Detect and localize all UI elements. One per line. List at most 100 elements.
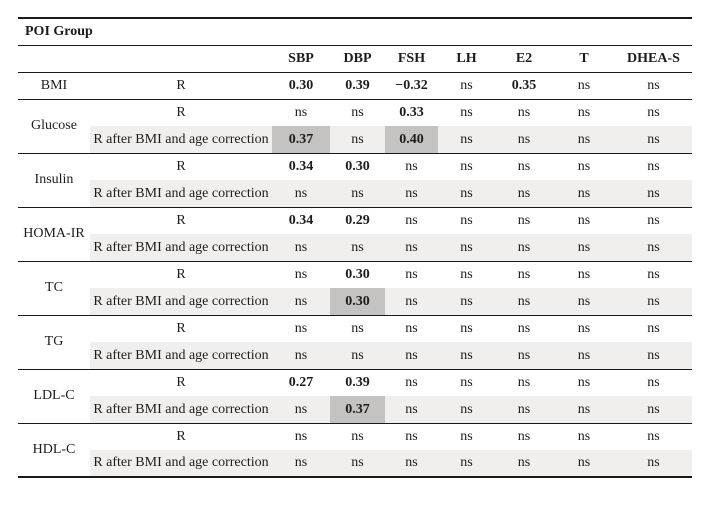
- row-sublabel: R: [176, 105, 186, 121]
- table-row: R after BMI and age correction ns ns ns ns ns…: [18, 342, 692, 370]
- row-group-label: HOMA-IR: [18, 207, 90, 262]
- column-header-t: T: [553, 45, 615, 73]
- row-sublabel: R: [176, 429, 186, 445]
- value-cell-e2: ns: [517, 267, 531, 283]
- value-cell-fsh: ns: [385, 450, 438, 478]
- value-cell-t: ns: [577, 105, 591, 121]
- column-header-dbp: DBP: [330, 45, 385, 73]
- column-header-e2: E2: [495, 45, 553, 73]
- value-cell-dbp: ns: [330, 126, 385, 154]
- value-cell-dbp: 0.29: [345, 213, 370, 229]
- value-cell-fsh: 0.33: [399, 105, 424, 121]
- row-group-label: Glucose: [18, 99, 90, 154]
- row-sublabel: R: [176, 213, 186, 229]
- table-group-title-row: POI Group: [18, 18, 692, 46]
- value-cell-e2: ns: [517, 159, 531, 175]
- value-cell-fsh: −0.32: [385, 72, 438, 100]
- value-cell-sbp: ns: [294, 105, 308, 121]
- value-cell-lh: ns: [460, 375, 473, 391]
- value-cell-dhea-s: ns: [647, 321, 660, 337]
- value-cell-lh: ns: [438, 450, 495, 478]
- value-cell-fsh: 0.40: [385, 126, 438, 154]
- value-cell-lh: ns: [438, 288, 495, 316]
- table-row: R after BMI and age correction ns ns ns ns ns…: [18, 234, 692, 262]
- table-row: BMI R 0.30 0.39 −0.32 ns 0.35 ns ns: [18, 72, 692, 100]
- row-sublabel: R after BMI and age correction: [90, 126, 272, 154]
- value-cell-lh: ns: [438, 396, 495, 424]
- row-group-label: BMI: [18, 72, 90, 100]
- value-cell-e2: ns: [495, 342, 553, 370]
- value-cell-lh: ns: [438, 180, 495, 208]
- value-cell-sbp: 0.30: [272, 72, 330, 100]
- value-cell-e2: ns: [495, 126, 553, 154]
- row-sublabel: R after BMI and age correction: [90, 396, 272, 424]
- value-cell-e2: ns: [517, 375, 531, 391]
- value-cell-t: ns: [553, 180, 615, 208]
- header-sublabel-spacer: [90, 45, 272, 73]
- value-cell-sbp: ns: [272, 450, 330, 478]
- table-row: R after BMI and age correction ns ns ns ns ns…: [18, 450, 692, 478]
- value-cell-sbp: ns: [272, 342, 330, 370]
- value-cell-fsh: ns: [385, 234, 438, 262]
- column-header-sbp: SBP: [272, 45, 330, 73]
- row-sublabel: R: [176, 321, 186, 337]
- value-cell-sbp: 0.34: [288, 159, 314, 175]
- value-cell-e2: ns: [495, 450, 553, 478]
- value-cell-lh: ns: [460, 267, 473, 283]
- value-cell-sbp: 0.27: [288, 375, 314, 391]
- value-cell-dhea-s: ns: [647, 213, 660, 229]
- value-cell-t: ns: [577, 321, 591, 337]
- value-cell-t: ns: [577, 213, 591, 229]
- row-sublabel: R: [176, 267, 186, 283]
- row-group-label: TC: [18, 261, 90, 316]
- value-cell-sbp: ns: [294, 429, 308, 445]
- value-cell-dbp: ns: [330, 450, 385, 478]
- value-cell-lh: ns: [438, 126, 495, 154]
- row-sublabel: R after BMI and age correction: [90, 234, 272, 262]
- table-header-row: SBP DBP FSH LH E2 T DHEA-S: [18, 45, 692, 73]
- row-sublabel: R after BMI and age correction: [90, 288, 272, 316]
- table-row: Insulin R 0.34 0.30 ns ns ns ns ns: [18, 153, 692, 208]
- table-row: R after BMI and age correction ns 0.37 ns ns…: [18, 396, 692, 424]
- value-cell-lh: ns: [460, 105, 473, 121]
- value-cell-t: ns: [553, 234, 615, 262]
- value-cell-sbp: ns: [294, 267, 308, 283]
- value-cell-lh: ns: [438, 342, 495, 370]
- column-header-dhea-s: DHEA-S: [615, 45, 692, 73]
- row-sublabel: R after BMI and age correction: [90, 450, 272, 478]
- row-sublabel: R after BMI and age correction: [90, 180, 272, 208]
- value-cell-sbp: 0.37: [272, 126, 330, 154]
- value-cell-sbp: ns: [272, 396, 330, 424]
- value-cell-sbp: ns: [294, 321, 308, 337]
- value-cell-t: ns: [577, 159, 591, 175]
- value-cell-dbp: 0.30: [345, 159, 370, 175]
- value-cell-e2: 0.35: [495, 72, 553, 100]
- value-cell-dhea-s: ns: [647, 267, 660, 283]
- column-header-lh: LH: [438, 45, 495, 73]
- value-cell-e2: ns: [517, 105, 531, 121]
- value-cell-fsh: ns: [405, 267, 418, 283]
- header-param-spacer: [18, 45, 90, 73]
- value-cell-t: ns: [577, 267, 591, 283]
- value-cell-dbp: ns: [330, 234, 385, 262]
- value-cell-t: ns: [553, 72, 615, 100]
- value-cell-sbp: ns: [272, 234, 330, 262]
- value-cell-t: ns: [577, 375, 591, 391]
- value-cell-lh: ns: [460, 159, 473, 175]
- table-container: POI Group SBP DBP FSH LH E2 T DHEA-S BMI R 0.30 0…: [18, 17, 692, 478]
- value-cell-dbp: 0.30: [345, 267, 370, 283]
- table-row: R after BMI and age correction ns 0.30 ns ns…: [18, 288, 692, 316]
- row-group-label: TG: [18, 315, 90, 370]
- value-cell-e2: ns: [495, 396, 553, 424]
- value-cell-t: ns: [553, 288, 615, 316]
- value-cell-lh: ns: [438, 234, 495, 262]
- row-sublabel: R: [176, 159, 186, 175]
- value-cell-dbp: 0.30: [330, 288, 385, 316]
- value-cell-t: ns: [553, 342, 615, 370]
- value-cell-t: ns: [553, 396, 615, 424]
